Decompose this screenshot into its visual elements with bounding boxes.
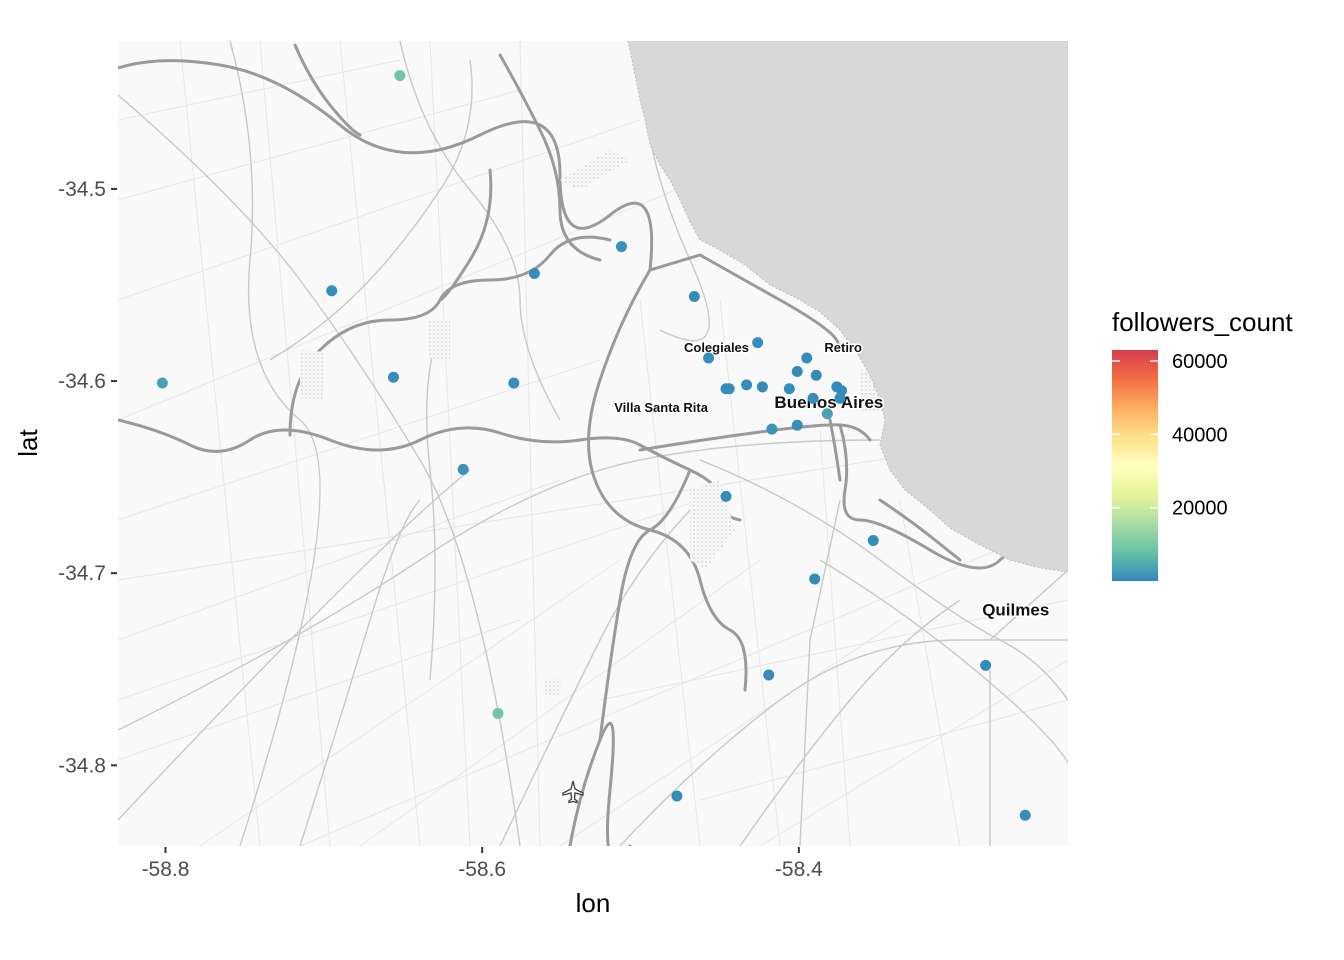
data-point[interactable]: [756, 381, 768, 393]
data-point[interactable]: [801, 352, 813, 364]
data-point[interactable]: [1019, 809, 1031, 821]
legend-tick-label: 60000: [1172, 351, 1228, 373]
x-axis-title: lon: [576, 888, 611, 918]
place-label: Quilmes: [982, 600, 1049, 619]
data-point[interactable]: [810, 369, 822, 381]
x-tick-label: -58.4: [775, 858, 823, 881]
data-point[interactable]: [791, 419, 803, 431]
x-tick-label: -58.8: [142, 858, 190, 881]
data-point[interactable]: [752, 337, 764, 349]
y-tick-label: -34.6: [58, 370, 106, 393]
minor-streets: [118, 41, 1068, 846]
legend-tick-label: 20000: [1172, 498, 1228, 520]
legend-ticks: 20000 40000 60000: [1112, 351, 1228, 520]
data-point[interactable]: [807, 392, 819, 404]
data-point[interactable]: [326, 285, 338, 297]
river-water: [627, 41, 1068, 573]
data-point[interactable]: [528, 267, 540, 279]
x-tick-label: -58.6: [458, 858, 506, 881]
data-point[interactable]: [688, 291, 700, 303]
y-axis: -34.5 -34.6 -34.7 -34.8: [58, 178, 117, 777]
place-label: Villa Santa Rita: [614, 400, 708, 415]
data-point[interactable]: [980, 659, 992, 671]
data-point[interactable]: [783, 383, 795, 395]
data-point[interactable]: [763, 669, 775, 681]
data-point[interactable]: [741, 379, 753, 391]
airport-icon: [562, 780, 584, 804]
y-tick-label: -34.5: [58, 178, 106, 201]
y-axis-title: lat: [13, 428, 43, 456]
legend-tick-label: 40000: [1172, 424, 1228, 446]
map-panel[interactable]: Colegiales Retiro Villa Santa Rita Buenos A…: [118, 41, 1076, 859]
place-label: Colegiales: [684, 340, 749, 355]
data-point[interactable]: [834, 392, 846, 404]
data-point[interactable]: [766, 423, 778, 435]
secondary-roads: [118, 41, 1068, 846]
data-point[interactable]: [492, 707, 504, 719]
data-point[interactable]: [394, 70, 406, 82]
x-axis: -58.8 -58.6 -58.4: [142, 847, 823, 881]
data-point[interactable]: [821, 408, 833, 420]
data-point[interactable]: [508, 377, 520, 389]
data-point[interactable]: [616, 241, 627, 253]
data-point[interactable]: [388, 371, 399, 383]
data-point[interactable]: [671, 790, 683, 802]
place-labels: Colegiales Retiro Villa Santa Rita Buenos A…: [613, 339, 1051, 621]
place-label: Buenos Aires: [774, 393, 883, 412]
y-tick-label: -34.8: [58, 754, 106, 777]
place-label: Retiro: [824, 340, 862, 355]
data-point[interactable]: [791, 365, 803, 377]
park-areas: [300, 150, 888, 696]
data-point[interactable]: [720, 490, 732, 502]
legend-title: followers_count: [1112, 307, 1293, 337]
data-point[interactable]: [457, 463, 469, 475]
data-point[interactable]: [867, 535, 879, 547]
color-legend: followers_count 20000 40000 60000: [1112, 307, 1293, 581]
data-point[interactable]: [809, 573, 821, 585]
data-point[interactable]: [720, 383, 732, 395]
data-point[interactable]: [156, 377, 168, 389]
main-highways: [118, 43, 1068, 846]
y-tick-label: -34.7: [58, 562, 106, 585]
data-points: [156, 70, 1031, 821]
data-point[interactable]: [703, 352, 715, 364]
legend-colorbar: [1112, 350, 1158, 581]
